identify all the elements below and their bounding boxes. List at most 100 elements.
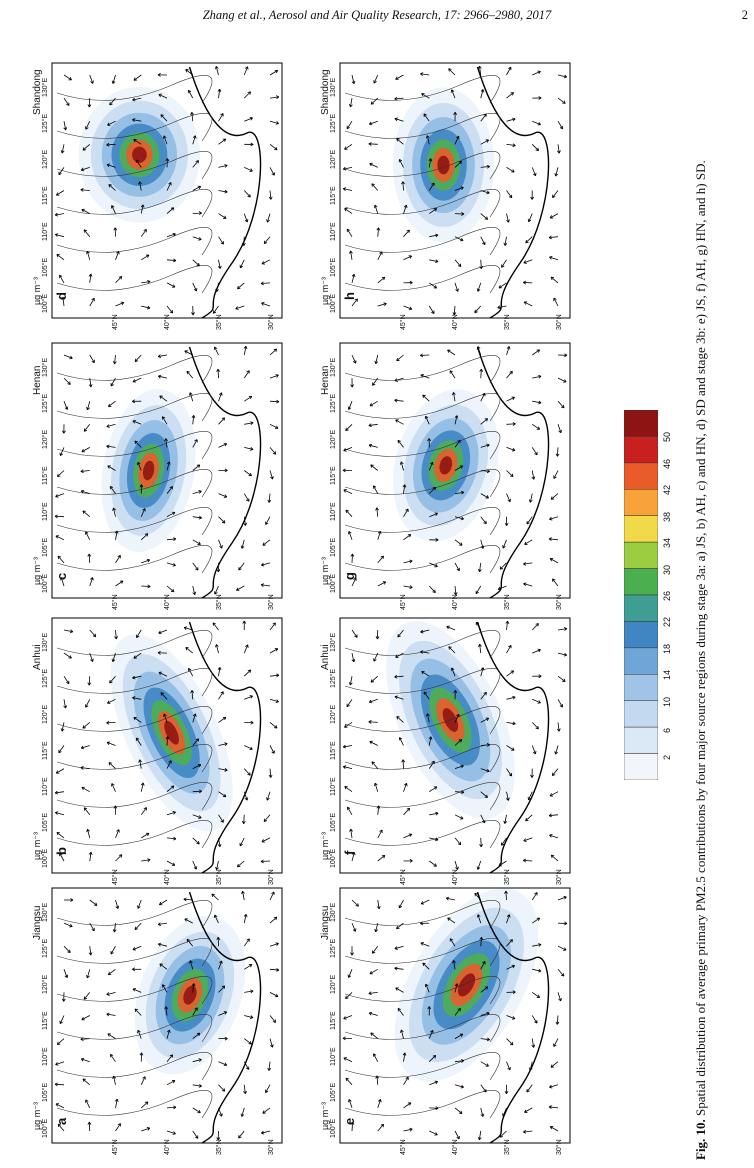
map-panel-g: Henan µg m⁻³ g 100°E 105°E 110°E 115°E 120°E 125…	[318, 335, 598, 610]
lon-tick: 105°E	[42, 1082, 49, 1102]
panel-letter: e	[342, 1117, 357, 1125]
lat-tick: 35°N	[216, 314, 223, 330]
lon-tick: 130°E	[330, 902, 337, 922]
lon-tick: 130°E	[42, 902, 49, 922]
lat-tick: 40°N	[452, 1139, 459, 1155]
lon-tick: 125°E	[330, 938, 337, 958]
lat-tick: 40°N	[452, 869, 459, 885]
lat-tick: 45°N	[112, 1139, 119, 1155]
colorbar-segment	[623, 489, 659, 516]
colorbar-segment	[623, 436, 659, 464]
lon-tick: 120°E	[42, 974, 49, 994]
colorbar-label: 42	[662, 485, 672, 496]
lon-tick: 100°E	[330, 293, 337, 313]
lon-tick: 125°E	[42, 393, 49, 413]
lon-tick: 100°E	[42, 293, 49, 313]
map-panel-c: Henan µg m⁻³ c 100°E 105°E 110°E 115°E 120°E 125…	[30, 335, 310, 610]
lat-tick: 30°N	[556, 314, 563, 330]
colorbar-segment	[623, 541, 659, 569]
lon-tick: 115°E	[330, 186, 337, 205]
panel-letter: f	[342, 850, 357, 855]
lat-tick: 35°N	[216, 869, 223, 885]
lat-tick: 35°N	[504, 314, 511, 330]
colorbar-label: 14	[662, 670, 672, 681]
figure-caption: Fig. 10. Spatial distribution of average…	[692, 10, 709, 1160]
lon-tick: 115°E	[42, 466, 49, 485]
lon-tick: 120°E	[42, 704, 49, 724]
lat-tick: 30°N	[268, 1139, 275, 1155]
lon-tick: 105°E	[330, 812, 337, 832]
coastline	[476, 346, 550, 599]
lon-tick: 110°E	[330, 502, 337, 521]
lon-tick: 110°E	[42, 222, 49, 241]
panel-letter: d	[54, 292, 69, 300]
map-panel-h: Shandong µg m⁻³ h 100°E 105°E 110°E 115°E 120°E…	[318, 55, 598, 330]
lat-tick: 35°N	[504, 869, 511, 885]
lat-tick: 45°N	[400, 314, 407, 330]
lon-tick: 125°E	[42, 668, 49, 688]
colorbar-segment	[623, 621, 659, 649]
coastline	[476, 621, 550, 874]
map-graphic-h	[339, 62, 571, 319]
lon-tick: 115°E	[42, 1011, 49, 1030]
colorbar-label: 18	[662, 643, 672, 654]
coastline	[188, 346, 262, 599]
lon-tick: 105°E	[42, 537, 49, 557]
lon-tick: 110°E	[330, 222, 337, 241]
lon-tick: 100°E	[330, 848, 337, 868]
colorbar-segment	[623, 647, 659, 675]
lon-tick: 130°E	[42, 632, 49, 652]
lon-tick: 115°E	[330, 741, 337, 760]
map-graphic-e	[339, 887, 571, 1144]
running-head: Zhang et al., Aerosol and Air Quality Re…	[202, 8, 552, 22]
panel-letter: a	[54, 1117, 69, 1125]
lat-tick: 30°N	[268, 869, 275, 885]
lon-tick: 120°E	[330, 974, 337, 994]
panel-letter: h	[342, 292, 357, 300]
lat-tick: 45°N	[112, 594, 119, 610]
lon-tick: 130°E	[330, 77, 337, 97]
colorbar-segment	[623, 753, 659, 781]
lon-tick: 120°E	[42, 149, 49, 169]
lon-tick: 100°E	[42, 848, 49, 868]
lon-tick: 100°E	[42, 573, 49, 593]
lat-tick: 45°N	[400, 594, 407, 610]
lat-tick: 30°N	[556, 1139, 563, 1155]
lat-tick: 40°N	[452, 314, 459, 330]
lon-tick: 100°E	[330, 573, 337, 593]
lon-tick: 110°E	[42, 502, 49, 521]
page-number: 2	[741, 8, 748, 22]
map-graphic-f	[339, 617, 571, 874]
colorbar-segment	[623, 700, 659, 728]
colorbar-segment	[623, 594, 659, 622]
colorbar-label: 10	[662, 696, 672, 707]
colorbar	[623, 409, 659, 781]
colorbar-label: 2	[662, 754, 672, 760]
lon-tick: 115°E	[330, 466, 337, 485]
caption-label: Fig. 10.	[693, 1119, 708, 1160]
lat-tick: 30°N	[556, 869, 563, 885]
lat-tick: 30°N	[268, 314, 275, 330]
lon-tick: 130°E	[42, 77, 49, 97]
map-graphic-a	[51, 887, 283, 1144]
lon-tick: 130°E	[330, 357, 337, 377]
lat-tick: 45°N	[112, 869, 119, 885]
colorbar-label: 50	[662, 432, 672, 443]
lon-tick: 105°E	[42, 812, 49, 832]
lon-tick: 110°E	[42, 1047, 49, 1066]
colorbar-label: 46	[662, 458, 672, 469]
map-panel-e: Jiangsu µg m⁻³ e 100°E 105°E 110°E 115°E 120°E 1…	[318, 880, 598, 1155]
map-graphic-c	[51, 342, 283, 599]
lon-tick: 120°E	[42, 429, 49, 449]
lon-tick: 105°E	[330, 257, 337, 277]
lat-tick: 35°N	[504, 1139, 511, 1155]
colorbar-label: 6	[662, 728, 672, 734]
lon-tick: 125°E	[330, 393, 337, 413]
lat-tick: 35°N	[216, 594, 223, 610]
lat-tick: 45°N	[112, 314, 119, 330]
lon-tick: 110°E	[42, 777, 49, 796]
lon-tick: 125°E	[42, 113, 49, 133]
lat-tick: 40°N	[164, 594, 171, 610]
map-panel-b: Anhui µg m⁻³ b 100°E 105°E 110°E 115°E 120°E 125…	[30, 610, 310, 885]
lon-tick: 115°E	[42, 186, 49, 205]
